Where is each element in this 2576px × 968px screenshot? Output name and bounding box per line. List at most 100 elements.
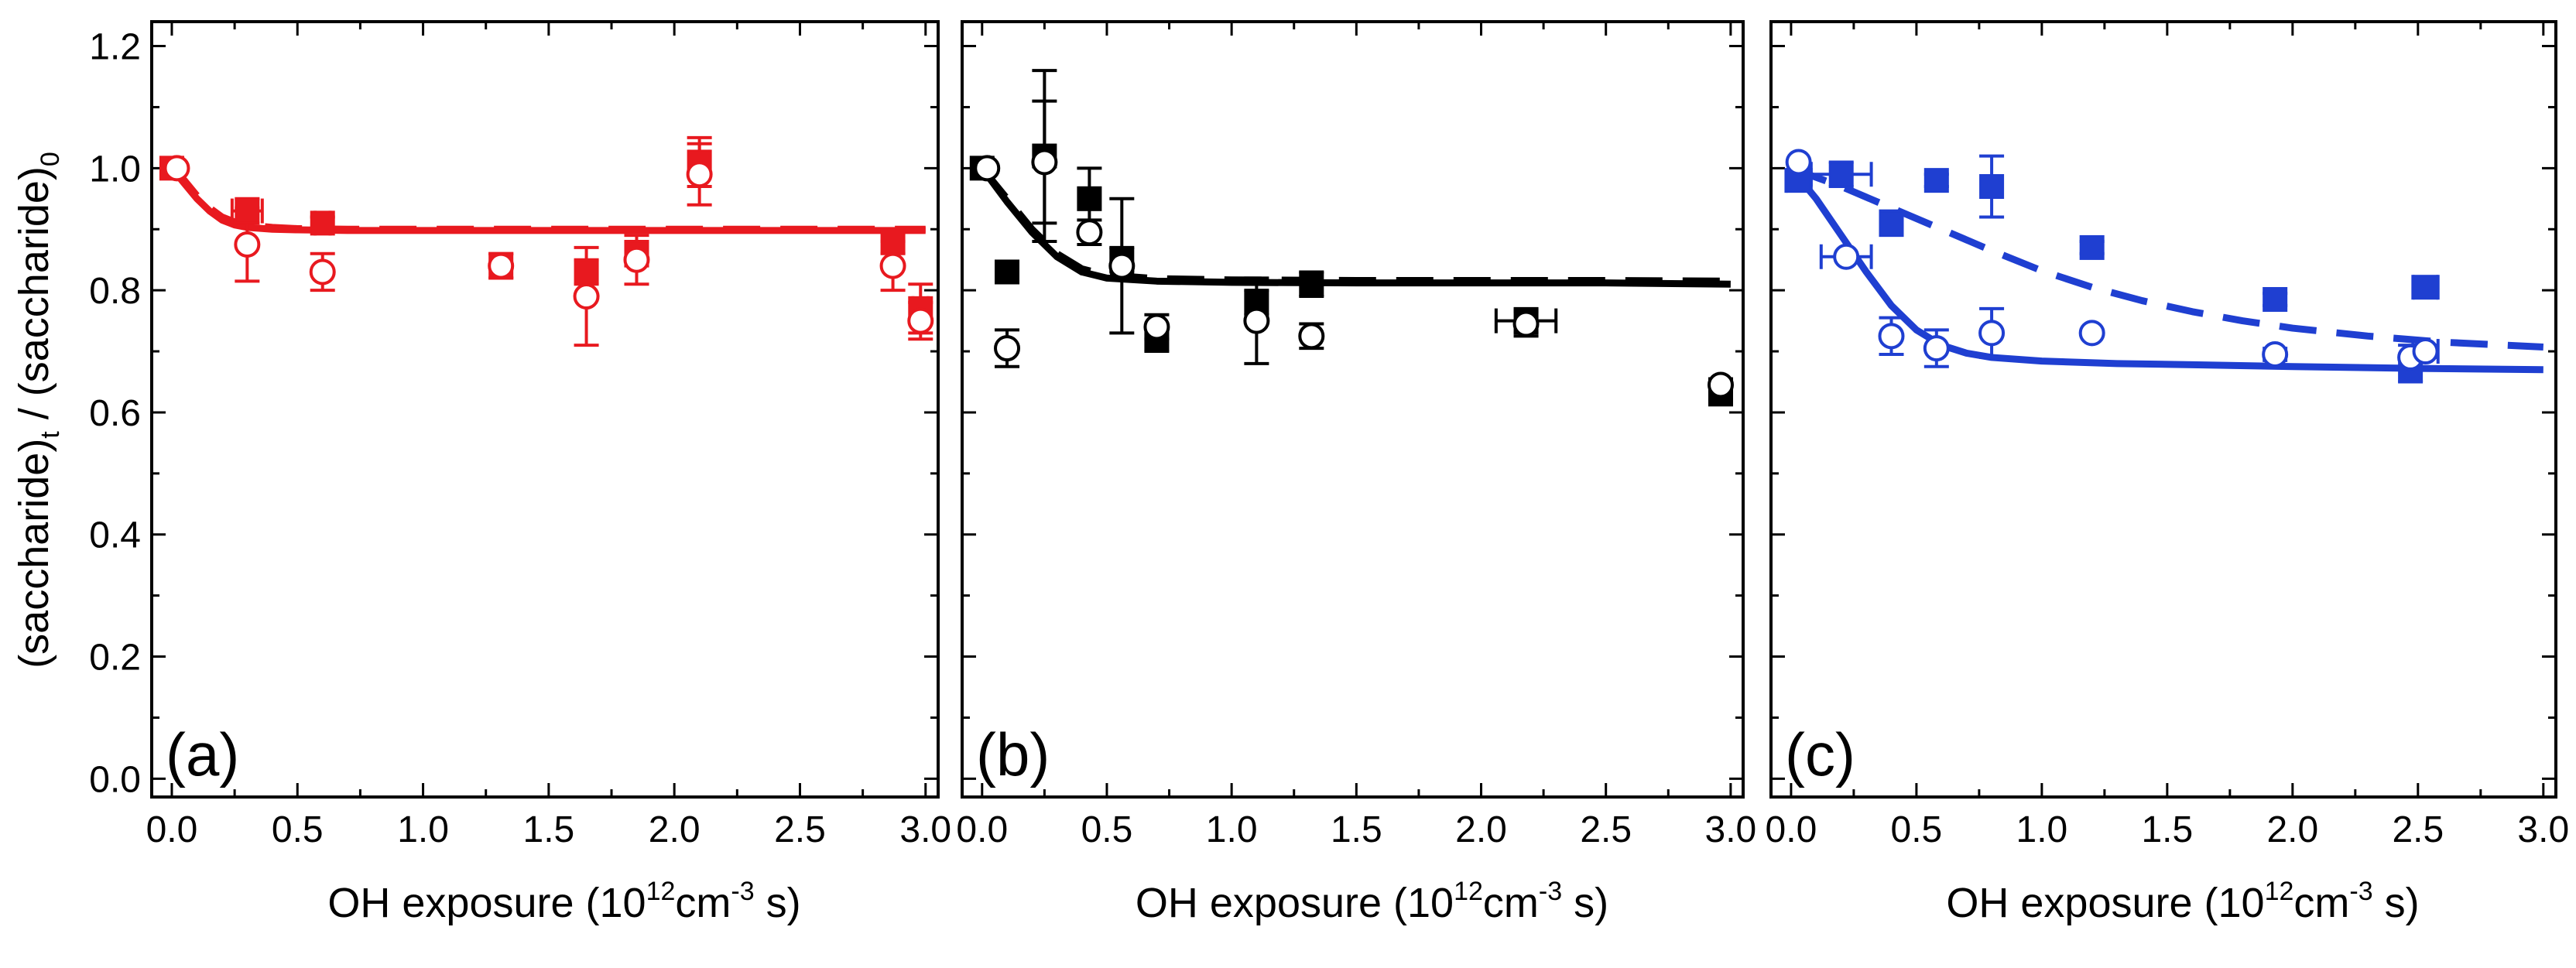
x-tick-label: 1.5 xyxy=(1331,809,1382,850)
x-axis-title-part: OH exposure (10 xyxy=(1946,880,2264,926)
data-point-square xyxy=(1077,186,1102,211)
data-point-circle xyxy=(879,252,906,279)
x-axis-title-part: 12 xyxy=(646,877,676,906)
data-point-circle xyxy=(488,252,515,279)
data-point-circle xyxy=(686,161,713,188)
data-point-square xyxy=(2263,286,2288,312)
data-point-circle xyxy=(623,246,650,273)
x-tick-label: 1.5 xyxy=(2141,809,2193,850)
x-tick-label: 2.0 xyxy=(1455,809,1507,850)
panel-a: 0.0 0.5 1.0 1.5 2.0 2.5 3.0 0.0 0.2 0.4 0.6 0.8 1.0 1… xyxy=(89,20,951,926)
data-point-circle xyxy=(907,307,934,334)
y-tick-label: 0.0 xyxy=(89,759,141,800)
x-axis-title-part: OH exposure (10 xyxy=(327,880,646,926)
data-point-circle xyxy=(1978,320,2006,347)
x-axis-title-part: 12 xyxy=(1454,877,1483,906)
data-point-circle xyxy=(2078,320,2105,347)
x-axis-title-part: -3 xyxy=(731,877,754,906)
y-tick-label: 0.8 xyxy=(89,271,141,312)
x-axis-title-part: cm xyxy=(675,880,731,926)
x-axis-title-part: -3 xyxy=(2349,877,2372,906)
data-point-circle xyxy=(1031,149,1058,176)
data-point-circle xyxy=(1707,371,1734,398)
panel-label: (a) xyxy=(166,720,239,788)
x-tick-label: 2.0 xyxy=(2266,809,2318,850)
data-point-circle xyxy=(1243,307,1270,334)
data-point-square xyxy=(574,259,599,285)
x-axis-title-part: cm xyxy=(1483,880,1539,926)
data-point-circle xyxy=(1512,310,1540,337)
data-point-square xyxy=(1979,174,2005,200)
x-tick-label: 0.0 xyxy=(956,809,1008,850)
plot-frame xyxy=(1769,20,2557,799)
data-point-square xyxy=(2413,275,2438,300)
x-axis-title-part: OH exposure (10 xyxy=(1136,880,1454,926)
panel-c: 0.0 0.5 1.0 1.5 2.0 2.5 3.0 OH exposure (1012cm… xyxy=(1766,20,2569,926)
data-point-circle xyxy=(1298,323,1325,350)
data-point-circle xyxy=(163,155,190,182)
fit-line-solid xyxy=(169,166,926,234)
x-tick-label: 3.0 xyxy=(1705,809,1757,850)
x-tick-label: 1.0 xyxy=(2016,809,2068,850)
data-point-circle xyxy=(2412,338,2439,365)
data-point-square xyxy=(310,210,335,236)
x-tick-label: 1.0 xyxy=(397,809,449,850)
data-point-square xyxy=(1828,162,1854,187)
x-tick-label: 1.5 xyxy=(523,809,575,850)
x-tick-label: 2.5 xyxy=(2392,809,2444,850)
x-tick-label: 0.5 xyxy=(1891,809,1943,850)
x-tick-label: 0.5 xyxy=(272,809,324,850)
data-point-circle xyxy=(1878,323,1905,350)
y-tick-label: 0.2 xyxy=(89,638,141,679)
x-axis-title-part: s) xyxy=(755,880,801,926)
data-point-circle xyxy=(1833,243,1860,270)
x-tick-label: 3.0 xyxy=(899,809,951,850)
x-axis-title-part: -3 xyxy=(1539,877,1562,906)
panel-label: (b) xyxy=(976,720,1050,788)
data-point-square xyxy=(880,229,906,255)
data-point-circle xyxy=(1076,219,1103,246)
y-tick-label: 0.4 xyxy=(89,515,141,556)
x-axis-title-part: s) xyxy=(2373,880,2420,926)
y-tick-label: 0.6 xyxy=(89,393,141,434)
data-point-circle xyxy=(994,335,1021,362)
data-point-circle xyxy=(1108,252,1136,279)
data-point-circle xyxy=(309,258,336,286)
x-tick-label: 0.5 xyxy=(1081,809,1133,850)
data-point-square xyxy=(1879,210,1904,236)
panels: 0.0 0.5 1.0 1.5 2.0 2.5 3.00.00.20.40.60.81.01… xyxy=(89,20,2569,926)
panel-label: (c) xyxy=(1785,720,1855,788)
data-point-circle xyxy=(2262,340,2289,368)
fit-line-dashed xyxy=(169,166,926,233)
x-tick-label: 0.0 xyxy=(1766,809,1817,850)
x-tick-label: 1.0 xyxy=(1206,809,1258,850)
y-tick-label: 1.0 xyxy=(89,149,141,190)
x-axis-title-part: cm xyxy=(2293,880,2349,926)
plot-frame xyxy=(150,20,940,799)
x-axis-title: OH exposure (1012cm-3 s) xyxy=(327,877,800,926)
x-axis-title-part: s) xyxy=(1562,880,1608,926)
data-point-square xyxy=(995,259,1020,285)
data-point-circle xyxy=(1143,313,1170,340)
plot-frame xyxy=(961,20,1745,799)
data-point-circle xyxy=(234,231,261,258)
fit-line-solid xyxy=(979,166,1731,288)
data-point-square xyxy=(1299,272,1324,297)
panel-b: 0.0 0.5 1.0 1.5 2.0 2.5 3.0 OH exposure (1012cm… xyxy=(956,20,1757,926)
x-tick-label: 3.0 xyxy=(2517,809,2569,850)
data-point-circle xyxy=(974,155,1001,182)
y-tick-label: 1.2 xyxy=(89,27,141,68)
x-axis-title: OH exposure (1012cm-3 s) xyxy=(1136,877,1608,926)
x-axis-title-part: 12 xyxy=(2265,877,2294,906)
x-tick-label: 0.0 xyxy=(146,809,198,850)
x-tick-label: 2.5 xyxy=(1580,809,1632,850)
data-point-circle xyxy=(1923,335,1950,362)
data-point-circle xyxy=(573,283,600,310)
x-tick-label: 2.5 xyxy=(774,809,826,850)
x-tick-label: 2.0 xyxy=(649,809,701,850)
data-point-square xyxy=(2079,234,2105,260)
x-axis-title: OH exposure (1012cm-3 s) xyxy=(1946,877,2419,926)
data-point-square xyxy=(1923,168,1949,193)
data-point-square xyxy=(235,198,260,224)
